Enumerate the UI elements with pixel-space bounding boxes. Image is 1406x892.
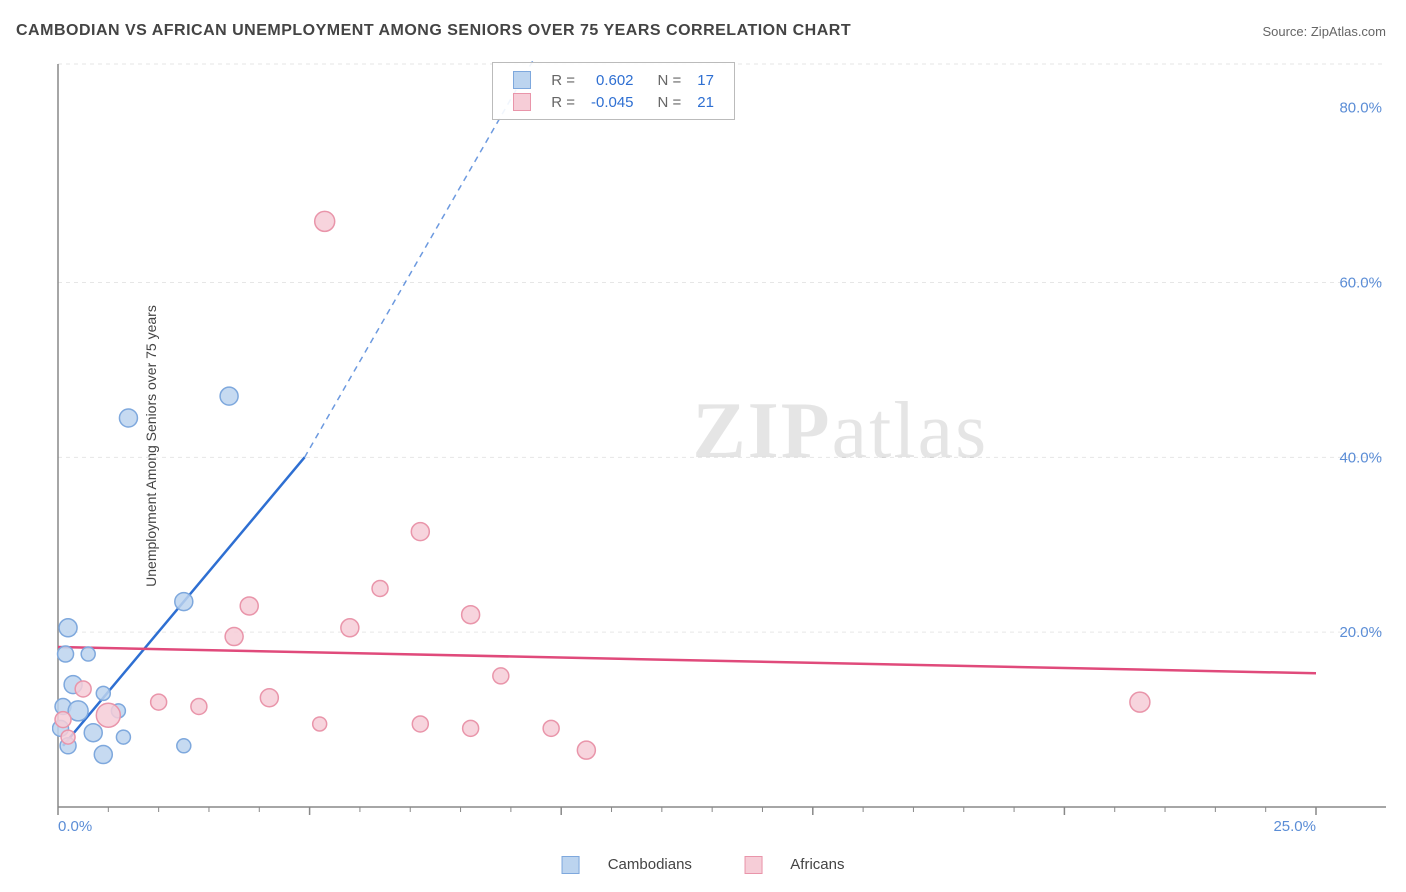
n-value-cambodians: 17 [689,69,722,91]
correlation-legend-table: R = 0.602 N = 17 R = -0.045 N = 21 [505,69,722,113]
swatch-africans [513,93,531,111]
correlation-legend: R = 0.602 N = 17 R = -0.045 N = 21 [492,62,735,120]
r-label: R = [543,91,583,113]
legend-label-africans: Africans [790,856,844,873]
swatch-africans [744,856,762,874]
r-value-africans: -0.045 [583,91,642,113]
scatter-chart-svg: 0.0% 25.0% 20.0% 40.0% 60.0% 80.0% [52,60,1386,837]
chart-plot-area: 0.0%25.0%20.0%40.0%60.0%80.0% ZIPatlas R… [52,60,1386,837]
n-label: N = [642,69,690,91]
legend-item-cambodians: Cambodians [550,856,709,873]
source-attribution: Source: ZipAtlas.com [1262,24,1386,39]
r-value-cambodians: 0.602 [583,69,642,91]
n-value-africans: 21 [689,91,722,113]
swatch-cambodians [562,856,580,874]
chart-title: CAMBODIAN VS AFRICAN UNEMPLOYMENT AMONG … [16,22,851,40]
n-label: N = [642,91,690,113]
svg-text:80.0%: 80.0% [1339,100,1382,117]
svg-text:40.0%: 40.0% [1339,449,1382,466]
swatch-cambodians [513,71,531,89]
r-label: R = [543,69,583,91]
svg-text:20.0%: 20.0% [1339,624,1382,641]
svg-text:25.0%: 25.0% [1273,818,1316,835]
svg-text:60.0%: 60.0% [1339,275,1382,292]
svg-text:0.0%: 0.0% [58,818,92,835]
legend-label-cambodians: Cambodians [608,856,692,873]
legend-item-africans: Africans [732,856,856,873]
source-name: ZipAtlas.com [1311,24,1386,39]
series-legend: Cambodians Africans [538,856,869,874]
legend-row-africans: R = -0.045 N = 21 [505,91,722,113]
legend-row-cambodians: R = 0.602 N = 17 [505,69,722,91]
source-label: Source: [1262,24,1310,39]
